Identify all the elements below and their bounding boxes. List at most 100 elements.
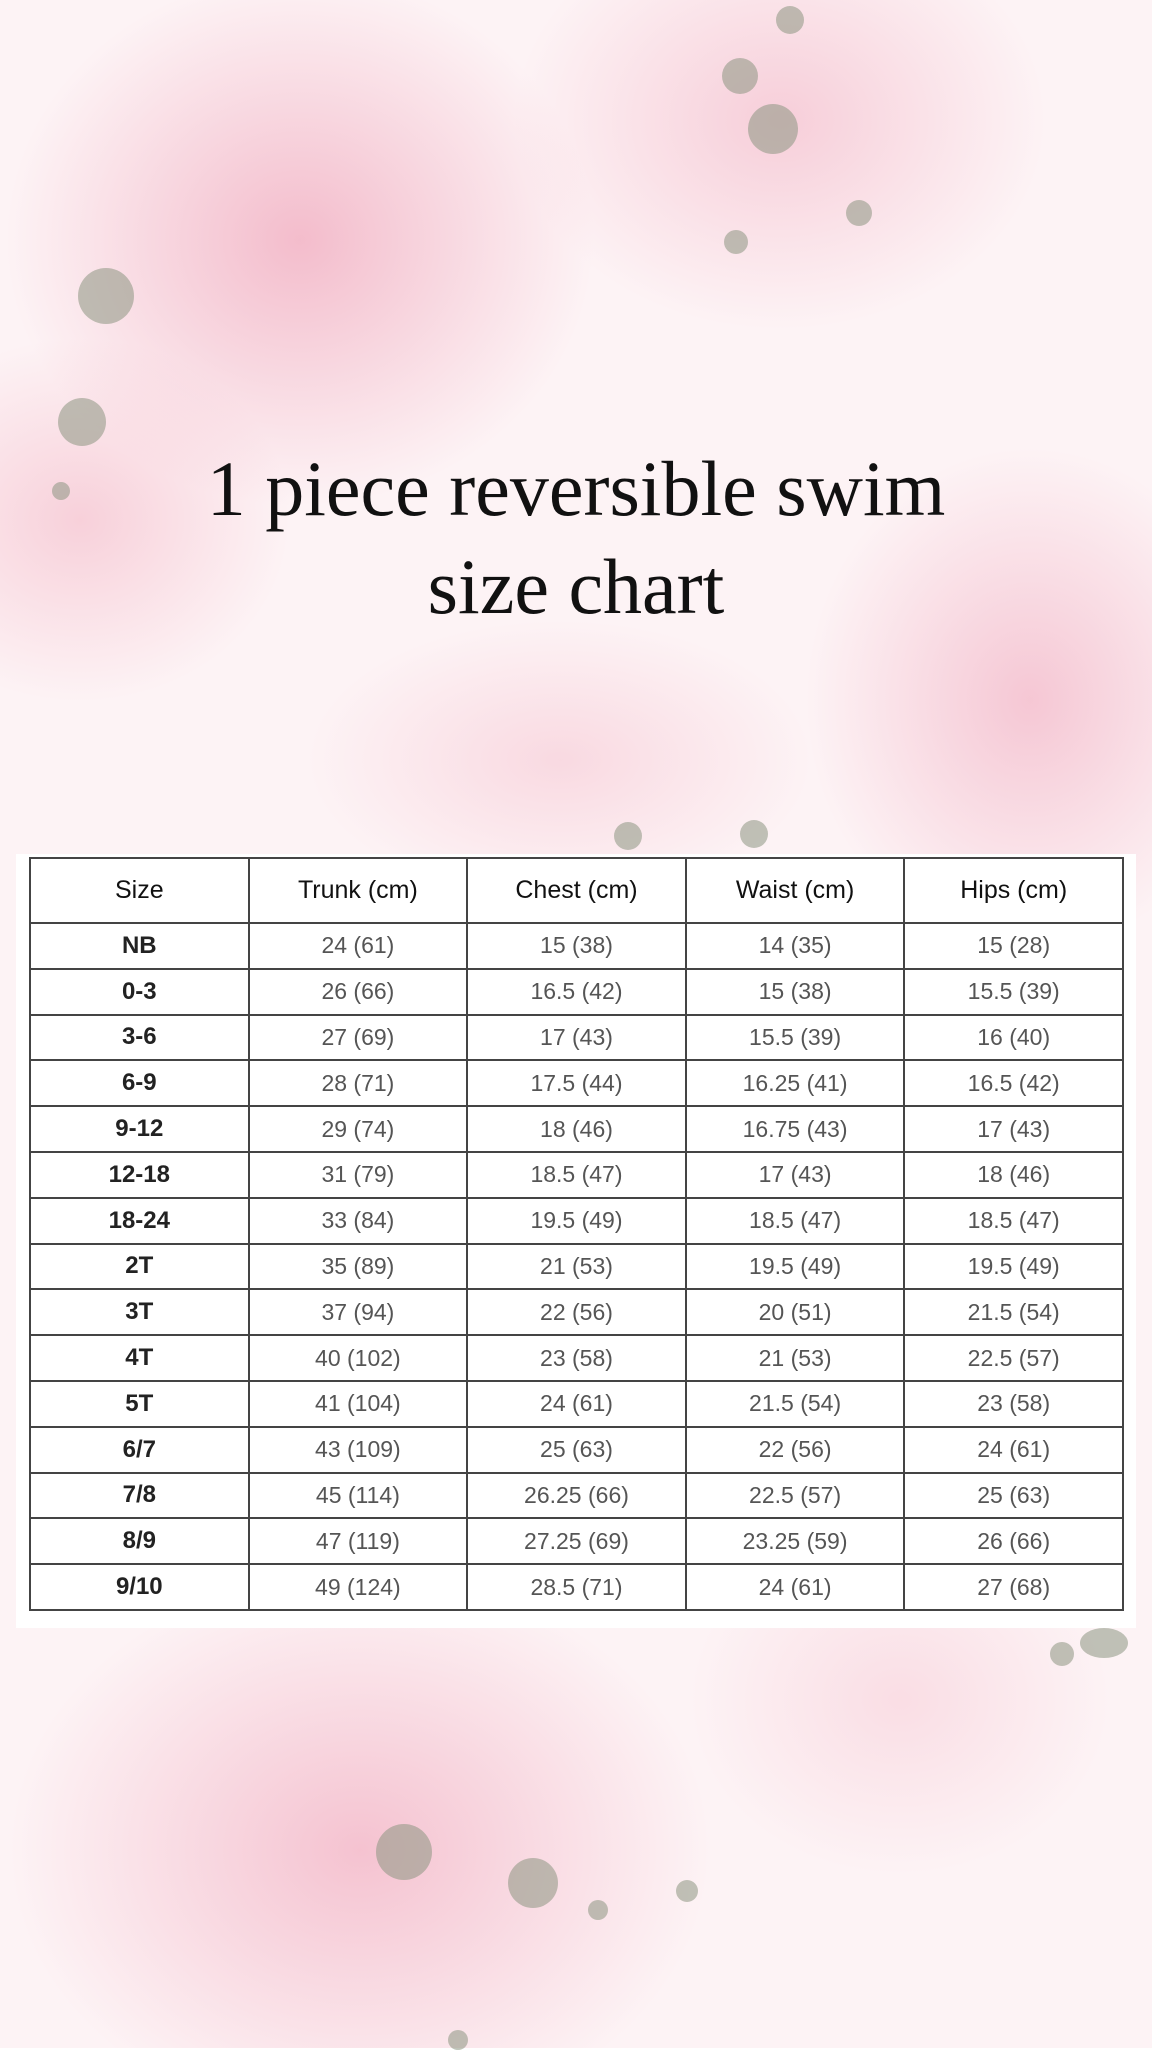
table-row: 8/9 47 (119) 27.25 (69) 23.25 (59) 26 (66) bbox=[29, 1517, 1124, 1566]
size-cell: 6-9 bbox=[29, 1059, 250, 1108]
size-cell: NB bbox=[29, 922, 250, 970]
measurement-cell: 19.5 (49) bbox=[466, 1196, 687, 1245]
measurement-cell: 31 (79) bbox=[247, 1150, 469, 1199]
measurement-cell: 15 (38) bbox=[466, 922, 687, 970]
measurement-cell: 18.5 (47) bbox=[684, 1196, 906, 1245]
size-cell: 9/10 bbox=[29, 1563, 250, 1611]
size-cell: 7/8 bbox=[29, 1471, 250, 1520]
measurement-cell: 18.5 (47) bbox=[466, 1150, 687, 1199]
measurement-cell: 15 (28) bbox=[903, 922, 1124, 970]
size-cell: 0-3 bbox=[29, 967, 250, 1016]
measurement-cell: 23 (58) bbox=[903, 1379, 1124, 1428]
table-row: 6-9 28 (71) 17.5 (44) 16.25 (41) 16.5 (42) bbox=[29, 1059, 1124, 1108]
table-row: 0-3 26 (66) 16.5 (42) 15 (38) 15.5 (39) bbox=[29, 967, 1124, 1016]
table-row: 3T 37 (94) 22 (56) 20 (51) 21.5 (54) bbox=[29, 1288, 1124, 1337]
measurement-cell: 49 (124) bbox=[247, 1563, 469, 1611]
measurement-cell: 14 (35) bbox=[684, 922, 906, 970]
measurement-cell: 25 (63) bbox=[903, 1471, 1124, 1520]
measurement-cell: 24 (61) bbox=[903, 1425, 1124, 1474]
measurement-cell: 35 (89) bbox=[247, 1242, 469, 1291]
measurement-cell: 15.5 (39) bbox=[684, 1013, 906, 1062]
table-row: 5T 41 (104) 24 (61) 21.5 (54) 23 (58) bbox=[29, 1379, 1124, 1428]
measurement-cell: 18 (46) bbox=[903, 1150, 1124, 1199]
measurement-cell: 19.5 (49) bbox=[903, 1242, 1124, 1291]
measurement-cell: 25 (63) bbox=[466, 1425, 687, 1474]
measurement-cell: 16 (40) bbox=[903, 1013, 1124, 1062]
measurement-cell: 20 (51) bbox=[684, 1288, 906, 1337]
measurement-cell: 21 (53) bbox=[466, 1242, 687, 1291]
measurement-cell: 45 (114) bbox=[247, 1471, 469, 1520]
measurement-cell: 17 (43) bbox=[466, 1013, 687, 1062]
measurement-cell: 26 (66) bbox=[247, 967, 469, 1016]
table-row: 6/7 43 (109) 25 (63) 22 (56) 24 (61) bbox=[29, 1425, 1124, 1474]
measurement-cell: 33 (84) bbox=[247, 1196, 469, 1245]
header-row: Size Trunk (cm) Chest (cm) Waist (cm) Hips (… bbox=[29, 857, 1124, 924]
table-row: 4T 40 (102) 23 (58) 21 (53) 22.5 (57) bbox=[29, 1334, 1124, 1382]
measurement-cell: 24 (61) bbox=[684, 1563, 906, 1611]
column-header: Hips (cm) bbox=[903, 857, 1124, 924]
title-line-2: size chart bbox=[427, 543, 725, 630]
measurement-cell: 17 (43) bbox=[903, 1105, 1124, 1153]
measurement-cell: 17.5 (44) bbox=[466, 1059, 687, 1108]
measurement-cell: 16.75 (43) bbox=[684, 1105, 906, 1153]
size-cell: 3-6 bbox=[29, 1013, 250, 1062]
measurement-cell: 41 (104) bbox=[247, 1379, 469, 1428]
table-row: 3-6 27 (69) 17 (43) 15.5 (39) 16 (40) bbox=[29, 1013, 1124, 1062]
size-cell: 6/7 bbox=[29, 1425, 250, 1474]
measurement-cell: 47 (119) bbox=[247, 1517, 469, 1566]
measurement-cell: 26 (66) bbox=[903, 1517, 1124, 1566]
measurement-cell: 26.25 (66) bbox=[466, 1471, 687, 1520]
table-row: 18-24 33 (84) 19.5 (49) 18.5 (47) 18.5 (47) bbox=[29, 1196, 1124, 1245]
measurement-cell: 28.5 (71) bbox=[466, 1563, 687, 1611]
measurement-cell: 19.5 (49) bbox=[684, 1242, 906, 1291]
size-cell: 4T bbox=[29, 1334, 250, 1382]
measurement-cell: 23.25 (59) bbox=[684, 1517, 906, 1566]
measurement-cell: 43 (109) bbox=[247, 1425, 469, 1474]
measurement-cell: 17 (43) bbox=[684, 1150, 906, 1199]
measurement-cell: 23 (58) bbox=[466, 1334, 687, 1382]
measurement-cell: 24 (61) bbox=[247, 922, 469, 970]
measurement-cell: 21 (53) bbox=[684, 1334, 906, 1382]
table-row: 9/10 49 (124) 28.5 (71) 24 (61) 27 (68) bbox=[29, 1563, 1124, 1611]
column-header: Chest (cm) bbox=[466, 857, 687, 924]
measurement-cell: 15.5 (39) bbox=[903, 967, 1124, 1016]
measurement-cell: 27 (69) bbox=[247, 1013, 469, 1062]
measurement-cell: 18.5 (47) bbox=[903, 1196, 1124, 1245]
title-line-1: 1 piece reversible swim bbox=[206, 445, 946, 532]
measurement-cell: 27 (68) bbox=[903, 1563, 1124, 1611]
table-row: 2T 35 (89) 21 (53) 19.5 (49) 19.5 (49) bbox=[29, 1242, 1124, 1291]
size-cell: 9-12 bbox=[29, 1105, 250, 1153]
measurement-cell: 18 (46) bbox=[466, 1105, 687, 1153]
measurement-cell: 22.5 (57) bbox=[684, 1471, 906, 1520]
table-row: NB 24 (61) 15 (38) 14 (35) 15 (28) bbox=[29, 922, 1124, 970]
size-cell: 12-18 bbox=[29, 1150, 250, 1199]
size-cell: 3T bbox=[29, 1288, 250, 1337]
measurement-cell: 21.5 (54) bbox=[903, 1288, 1124, 1337]
measurement-cell: 16.5 (42) bbox=[903, 1059, 1124, 1108]
measurement-cell: 22 (56) bbox=[466, 1288, 687, 1337]
measurement-cell: 16.25 (41) bbox=[684, 1059, 906, 1108]
size-cell: 2T bbox=[29, 1242, 250, 1291]
measurement-cell: 40 (102) bbox=[247, 1334, 469, 1382]
page-title: 1 piece reversible swim size chart bbox=[0, 440, 1152, 636]
table-row: 12-18 31 (79) 18.5 (47) 17 (43) 18 (46) bbox=[29, 1150, 1124, 1199]
column-header: Waist (cm) bbox=[684, 857, 906, 924]
measurement-cell: 15 (38) bbox=[684, 967, 906, 1016]
measurement-cell: 27.25 (69) bbox=[466, 1517, 687, 1566]
measurement-cell: 37 (94) bbox=[247, 1288, 469, 1337]
size-cell: 5T bbox=[29, 1379, 250, 1428]
table-row: 7/8 45 (114) 26.25 (66) 22.5 (57) 25 (63) bbox=[29, 1471, 1124, 1520]
table-row: 9-12 29 (74) 18 (46) 16.75 (43) 17 (43) bbox=[29, 1105, 1124, 1153]
column-header: Trunk (cm) bbox=[247, 857, 469, 924]
size-cell: 18-24 bbox=[29, 1196, 250, 1245]
measurement-cell: 28 (71) bbox=[247, 1059, 469, 1108]
measurement-cell: 22 (56) bbox=[684, 1425, 906, 1474]
measurement-cell: 16.5 (42) bbox=[466, 967, 687, 1016]
column-header: Size bbox=[29, 857, 250, 924]
size-chart-table: Size Trunk (cm) Chest (cm) Waist (cm) Hips (… bbox=[29, 857, 1124, 1611]
measurement-cell: 29 (74) bbox=[247, 1105, 469, 1153]
size-cell: 8/9 bbox=[29, 1517, 250, 1566]
measurement-cell: 22.5 (57) bbox=[903, 1334, 1124, 1382]
measurement-cell: 21.5 (54) bbox=[684, 1379, 906, 1428]
measurement-cell: 24 (61) bbox=[466, 1379, 687, 1428]
